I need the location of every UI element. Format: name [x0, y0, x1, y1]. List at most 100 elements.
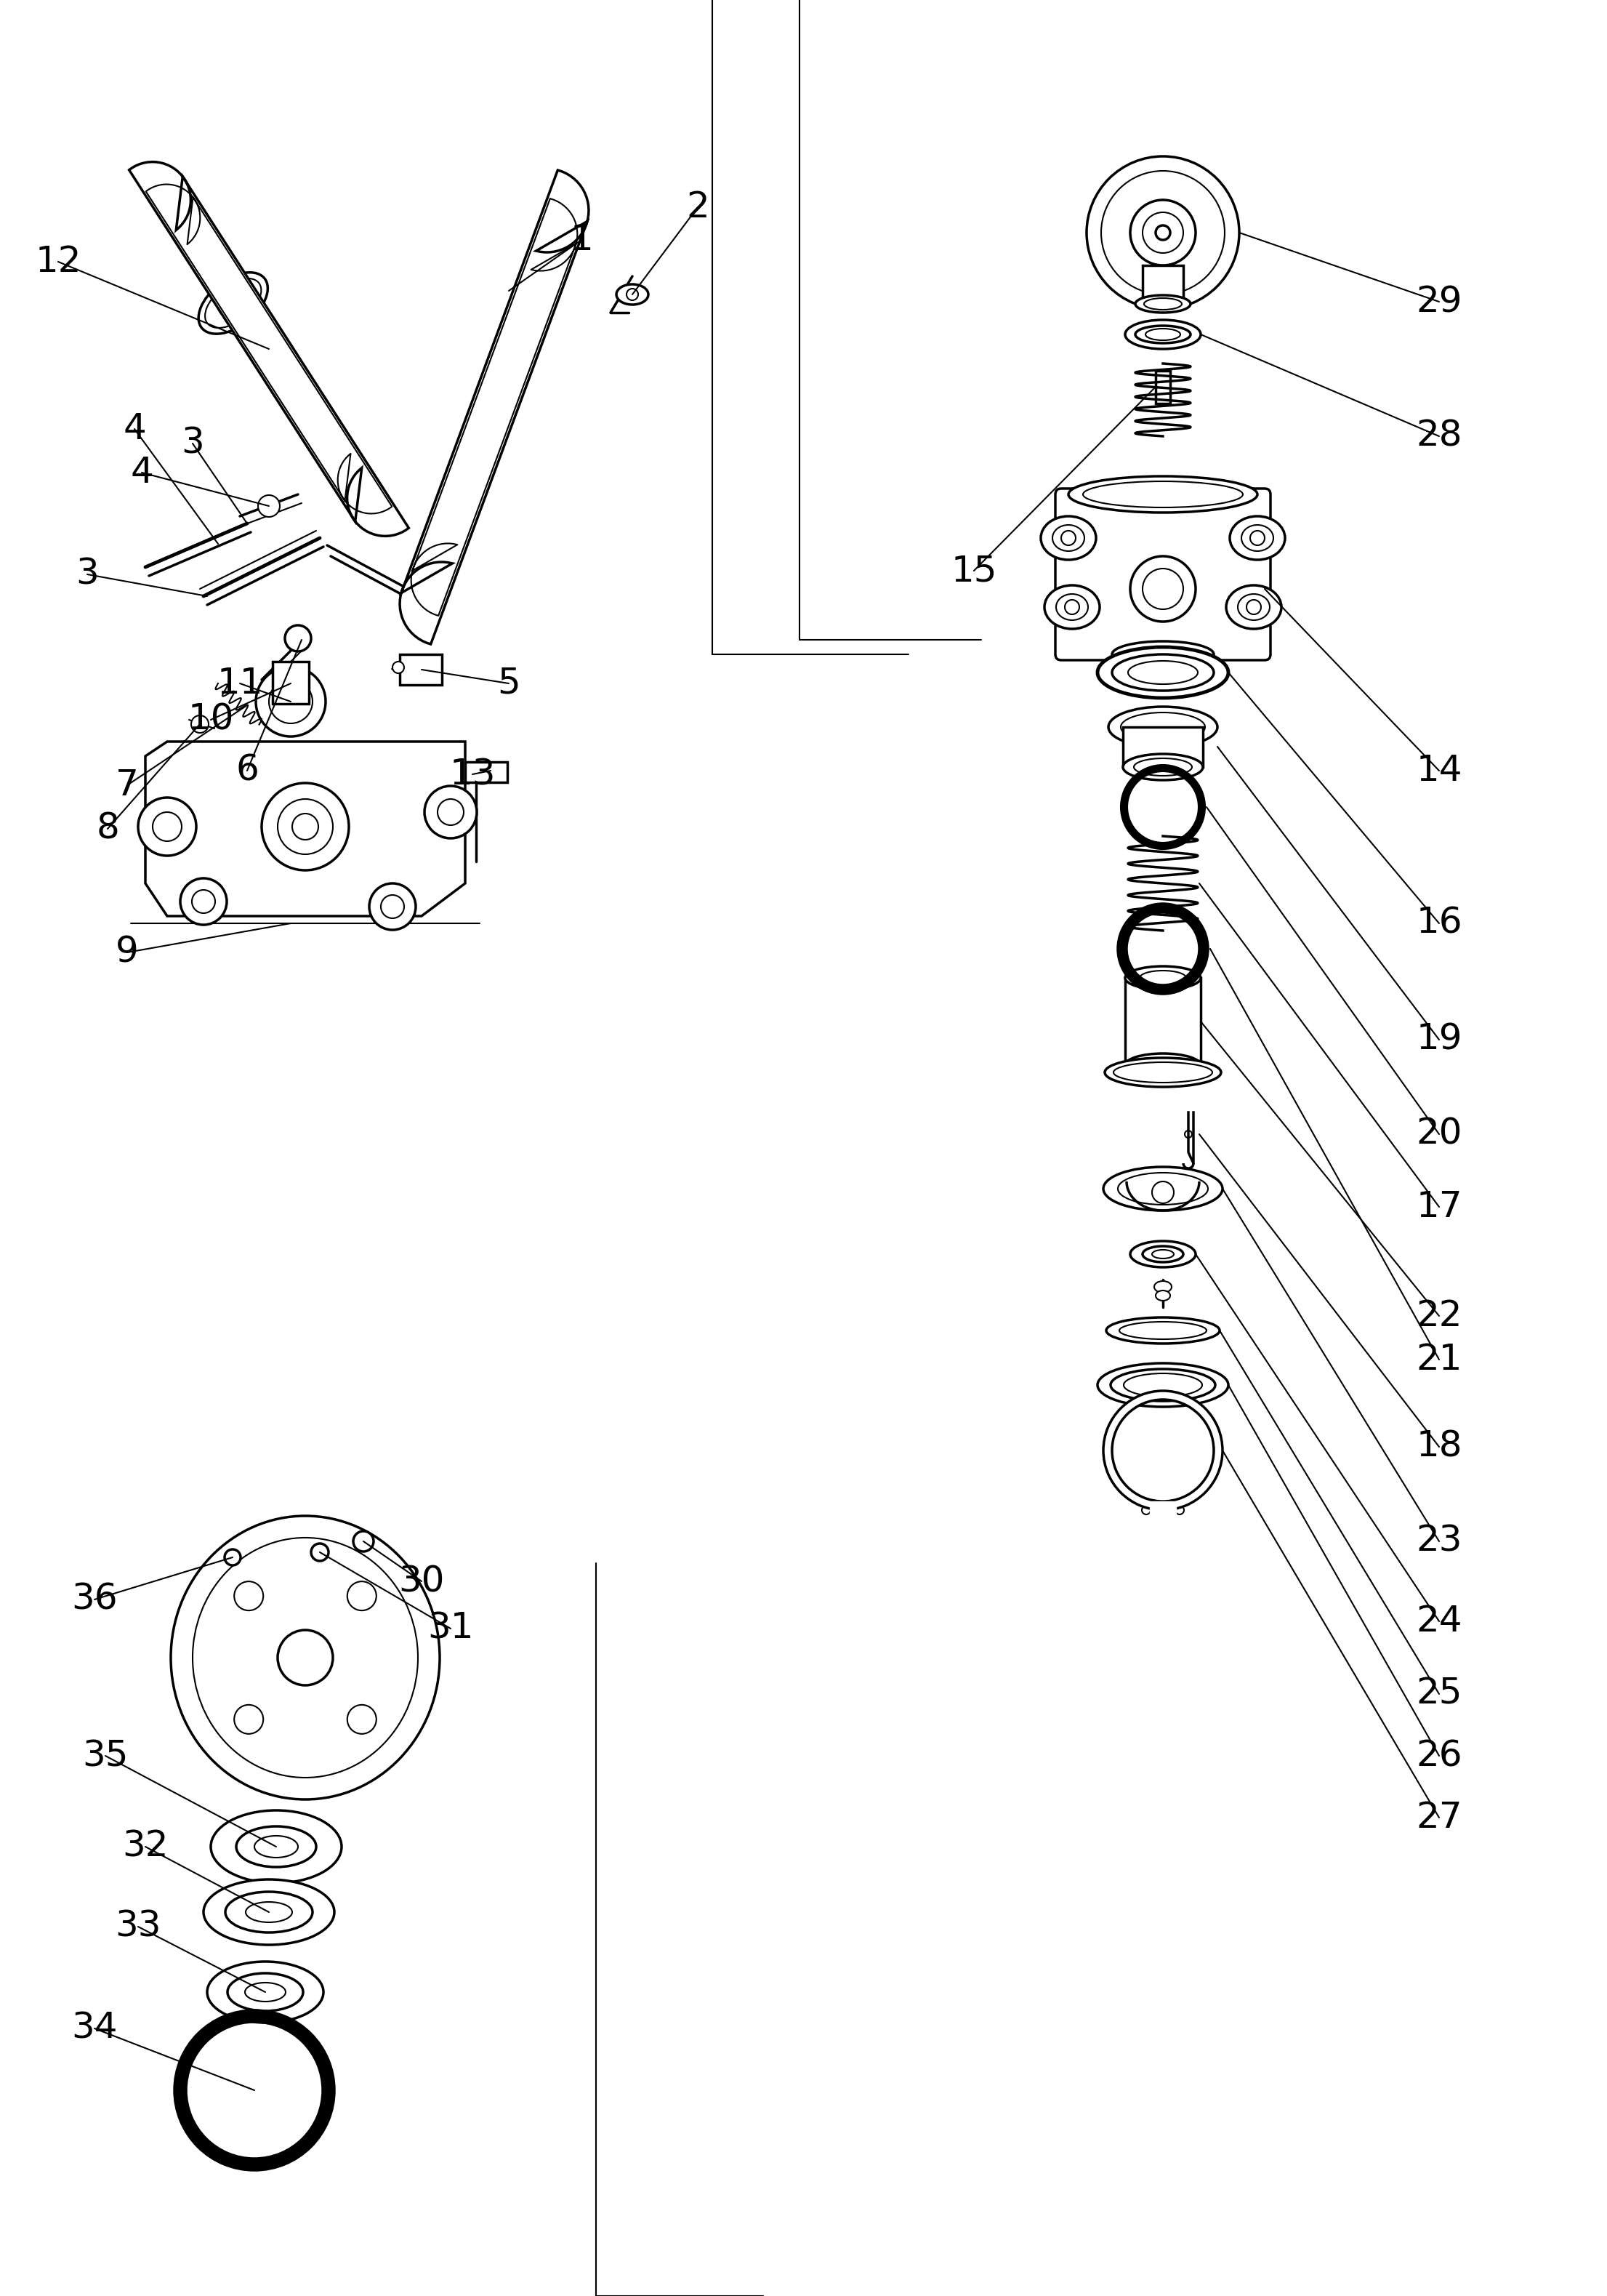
Circle shape: [262, 783, 349, 870]
Ellipse shape: [1098, 1364, 1228, 1407]
Circle shape: [312, 1543, 328, 1561]
Text: 35: 35: [82, 1738, 129, 1773]
Ellipse shape: [227, 287, 249, 312]
Ellipse shape: [204, 1880, 334, 1945]
Text: 26: 26: [1416, 1738, 1462, 1773]
Ellipse shape: [217, 294, 239, 319]
Bar: [400, 654, 442, 684]
Ellipse shape: [246, 1901, 292, 1922]
Ellipse shape: [1154, 1281, 1172, 1293]
Text: 31: 31: [427, 1612, 474, 1646]
Ellipse shape: [236, 1825, 317, 1867]
Ellipse shape: [1152, 1249, 1173, 1258]
Ellipse shape: [207, 1961, 323, 2023]
Text: 14: 14: [1416, 753, 1462, 788]
Ellipse shape: [1130, 1242, 1196, 1267]
Text: 12: 12: [35, 243, 82, 280]
Circle shape: [437, 799, 464, 824]
Circle shape: [1175, 1506, 1184, 1515]
Text: 16: 16: [1416, 907, 1462, 941]
Circle shape: [1101, 170, 1225, 294]
Text: 30: 30: [399, 1564, 445, 1598]
Ellipse shape: [1053, 526, 1085, 551]
Ellipse shape: [1135, 326, 1191, 342]
Circle shape: [268, 680, 312, 723]
Ellipse shape: [1109, 707, 1218, 748]
Circle shape: [1247, 599, 1261, 615]
Circle shape: [392, 661, 403, 673]
Text: 10: 10: [188, 703, 235, 737]
Circle shape: [1143, 1506, 1151, 1515]
Bar: [273, 661, 309, 705]
Ellipse shape: [1056, 595, 1088, 620]
Ellipse shape: [1123, 753, 1204, 781]
Circle shape: [153, 813, 182, 840]
Ellipse shape: [1123, 1373, 1202, 1396]
Text: 17: 17: [1416, 1189, 1462, 1224]
Text: 18: 18: [1416, 1430, 1462, 1465]
Text: 11: 11: [217, 666, 264, 700]
Circle shape: [180, 879, 227, 925]
Text: 3: 3: [182, 427, 204, 461]
Circle shape: [347, 1582, 376, 1609]
Circle shape: [235, 1706, 264, 1733]
Circle shape: [1250, 530, 1265, 544]
Ellipse shape: [1120, 712, 1205, 742]
Text: 21: 21: [1416, 1343, 1462, 1378]
Text: 4: 4: [122, 411, 146, 445]
Ellipse shape: [193, 1538, 418, 1777]
Text: 20: 20: [1416, 1116, 1462, 1153]
Polygon shape: [129, 161, 408, 535]
Text: 5: 5: [497, 666, 521, 700]
Circle shape: [191, 891, 215, 914]
Text: 25: 25: [1416, 1676, 1462, 1711]
Ellipse shape: [1125, 1054, 1200, 1077]
Ellipse shape: [254, 1837, 297, 1857]
Ellipse shape: [1144, 298, 1181, 310]
Text: 1: 1: [570, 223, 593, 257]
Text: 8: 8: [96, 810, 119, 847]
Circle shape: [1130, 200, 1196, 266]
Circle shape: [259, 496, 280, 517]
Ellipse shape: [1069, 475, 1257, 512]
Text: 22: 22: [1416, 1300, 1462, 1334]
FancyBboxPatch shape: [1056, 489, 1271, 661]
Circle shape: [347, 1706, 376, 1733]
Ellipse shape: [1104, 1166, 1223, 1210]
Text: 19: 19: [1416, 1022, 1462, 1056]
Ellipse shape: [1237, 595, 1270, 620]
Circle shape: [381, 895, 403, 918]
Polygon shape: [1151, 1502, 1176, 1520]
Ellipse shape: [228, 1972, 304, 2011]
Ellipse shape: [225, 1892, 312, 1933]
Text: 24: 24: [1416, 1605, 1462, 1639]
Bar: [1143, 266, 1183, 305]
Circle shape: [225, 1550, 241, 1566]
Circle shape: [1184, 1130, 1192, 1139]
Text: 36: 36: [71, 1582, 117, 1616]
Ellipse shape: [206, 278, 262, 328]
Text: 15: 15: [951, 553, 996, 588]
Ellipse shape: [1112, 654, 1213, 691]
Ellipse shape: [1226, 585, 1281, 629]
Ellipse shape: [1118, 1173, 1208, 1205]
Text: 2: 2: [686, 191, 709, 225]
Ellipse shape: [1229, 517, 1286, 560]
Text: 13: 13: [450, 758, 495, 792]
Bar: [1125, 978, 1200, 1065]
Polygon shape: [400, 170, 588, 645]
Ellipse shape: [1120, 1322, 1207, 1339]
Text: 32: 32: [122, 1830, 169, 1864]
Text: 27: 27: [1416, 1800, 1462, 1835]
Ellipse shape: [1112, 641, 1213, 668]
Circle shape: [235, 1582, 264, 1609]
Text: 23: 23: [1416, 1525, 1462, 1559]
Ellipse shape: [1104, 1058, 1221, 1086]
Circle shape: [278, 799, 333, 854]
Ellipse shape: [1155, 1290, 1170, 1300]
Bar: [1123, 728, 1204, 767]
Ellipse shape: [244, 1984, 286, 2002]
Ellipse shape: [1128, 661, 1197, 684]
Circle shape: [1065, 599, 1080, 615]
Ellipse shape: [1135, 758, 1192, 776]
